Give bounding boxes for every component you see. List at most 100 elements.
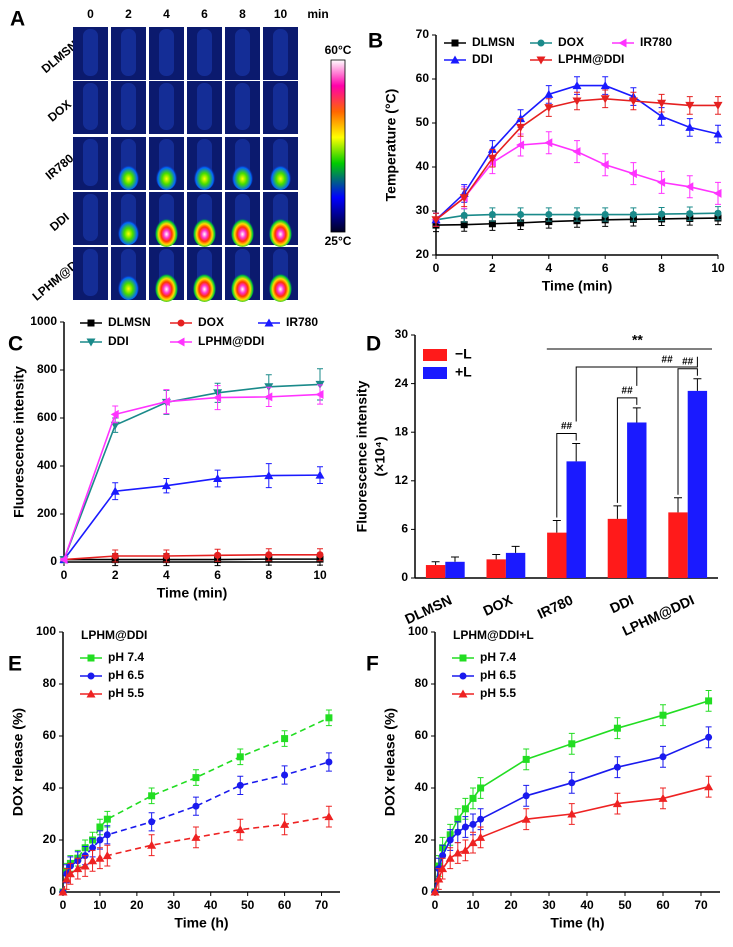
marker [65,869,75,878]
x-tick-label: 8 [265,568,272,582]
column-label: 2 [125,7,132,21]
marker [613,724,621,732]
marker [572,147,581,157]
x-tick-label: 4 [545,261,552,275]
x-tick-label: 30 [167,898,181,912]
legend-marker [537,39,545,47]
marker [431,216,441,225]
error-bar [492,554,501,560]
column-label: 0 [87,7,94,21]
marker [685,182,694,192]
bar [445,561,465,578]
colorbar-max: 60°C [325,43,352,57]
y-tick-label: 20 [415,832,429,846]
x-tick-label: 60 [278,898,292,912]
marker [147,840,157,849]
marker [214,551,222,559]
y-tick-label: 20 [43,832,57,846]
marker [686,210,694,218]
marker [264,471,274,480]
marker [612,799,622,808]
marker [522,755,530,763]
legend-marker [176,337,185,347]
marker [567,809,577,818]
marker [628,97,638,106]
marker [516,123,526,132]
x-tick-label: 2 [112,568,119,582]
x-tick-label: 0 [61,568,68,582]
marker [148,792,156,800]
marker [544,138,553,148]
marker [460,845,470,854]
tube [159,83,174,130]
marker [454,828,462,836]
tube [121,29,136,76]
legend-label: DLMSN [472,35,515,49]
marker [521,814,531,823]
x-tick-label: 8 [658,261,665,275]
x-tick-label: 20 [130,898,144,912]
legend-label: DOX [558,35,584,49]
panel-label: B [368,30,383,53]
marker [544,89,554,98]
marker [191,832,201,841]
bar [486,559,506,578]
legend-marker [451,39,459,47]
y-axis-label: DOX release (%) [10,708,26,816]
marker [477,784,485,792]
y-tick-label: 6 [401,522,408,536]
marker [468,838,478,847]
panel-label: F [366,653,379,676]
bracket [616,397,638,503]
marker [89,844,97,852]
marker [62,874,72,883]
legend-swatch [423,367,447,379]
bar [687,390,708,578]
error-bar [450,556,459,562]
legend-marker [459,672,467,680]
marker [148,818,156,826]
marker [236,781,244,789]
marker [573,211,581,219]
marker [469,820,477,828]
significance-label: ## [622,386,634,397]
hot-spot [154,270,179,302]
marker [192,802,200,810]
legend-marker [177,319,185,327]
hot-spot [117,217,140,245]
error-bar [613,505,622,519]
tube [235,29,250,76]
y-axis-label: Temperature (°C) [383,89,399,202]
marker [685,101,695,110]
panel-label: D [366,333,381,356]
x-axis-label: Time (h) [550,915,604,931]
tube [273,29,288,76]
x-tick-label: 40 [580,898,594,912]
series-line [63,474,321,561]
legend-marker [86,689,96,698]
y-tick-label: 12 [395,473,409,487]
marker [439,852,447,860]
hot-spot [192,270,217,302]
tube [83,194,98,241]
marker [572,81,582,90]
legend-marker [87,654,95,662]
x-tick-label: 10 [466,898,480,912]
tube [273,83,288,130]
marker [628,169,637,179]
significance-label: ## [561,421,573,432]
marker [265,551,273,559]
y-tick-label: 70 [416,27,430,41]
tube [83,139,98,186]
marker [281,735,289,743]
significance-label: ## [662,355,674,366]
x-tick-label: 4 [163,568,170,582]
y-tick-label: 50 [416,115,430,129]
x-tick-label: 20 [504,898,518,912]
bar [425,565,446,578]
hot-spot [193,162,216,190]
marker [704,782,714,791]
x-tick-label: 50 [241,898,255,912]
y-tick-label: 0 [421,884,428,898]
legend-label: −L [455,346,472,362]
